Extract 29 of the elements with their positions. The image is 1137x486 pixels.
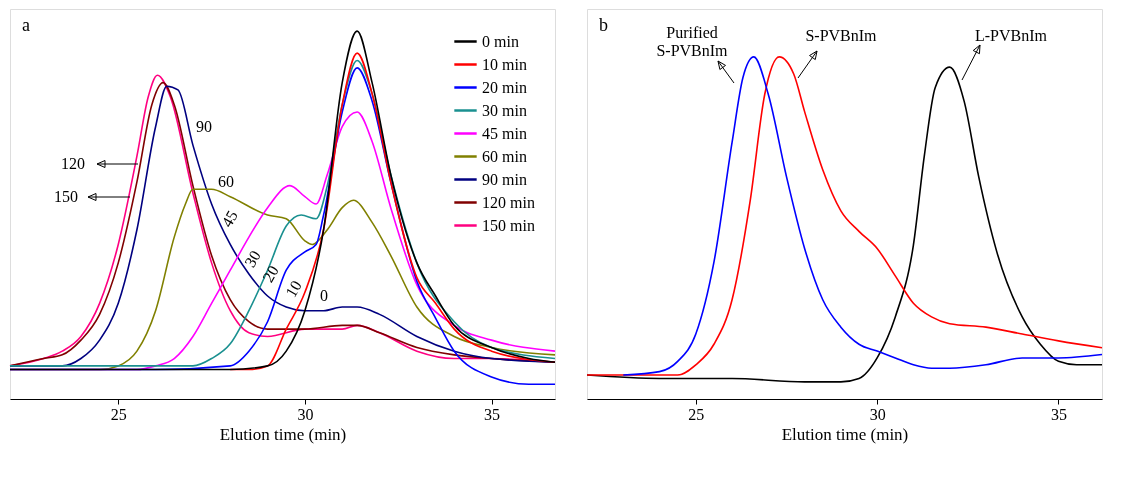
legend-label: 150 min <box>482 216 535 234</box>
annotation: 45 <box>218 207 241 230</box>
legend-label: 0 min <box>482 32 519 50</box>
chart-title: b <box>599 15 608 35</box>
legend-label: 120 min <box>482 193 535 211</box>
text: S-PVBnIm <box>805 27 878 44</box>
legend-label: 30 min <box>482 101 527 119</box>
x-tick-label: 30 <box>297 405 314 423</box>
x-tick-label: 30 <box>869 405 886 423</box>
annotation: 90 <box>196 118 212 135</box>
annotation: 150 <box>54 188 78 205</box>
x-tick-label: 25 <box>688 405 705 423</box>
annotation: 0 <box>320 287 328 304</box>
x-axis-title: Elution time (min) <box>781 424 909 444</box>
x-tick-label: 35 <box>1050 405 1067 423</box>
annotation: 10 <box>282 277 305 300</box>
x-tick-label: 25 <box>110 405 127 423</box>
legend-label: 45 min <box>482 124 527 142</box>
legend-label: 20 min <box>482 78 527 96</box>
legend-label: 10 min <box>482 55 527 73</box>
chart-title: a <box>22 15 30 35</box>
x-axis-title: Elution time (min) <box>219 424 347 444</box>
legend-label: 60 min <box>482 147 527 165</box>
annotation: 60 <box>218 173 234 190</box>
text: L-PVBnIm <box>975 27 1048 44</box>
legend-label: 90 min <box>482 170 527 188</box>
x-tick-label: 35 <box>484 405 501 423</box>
annotation: Purified S-PVBnIm <box>656 24 729 59</box>
annotation: 120 <box>61 155 85 172</box>
